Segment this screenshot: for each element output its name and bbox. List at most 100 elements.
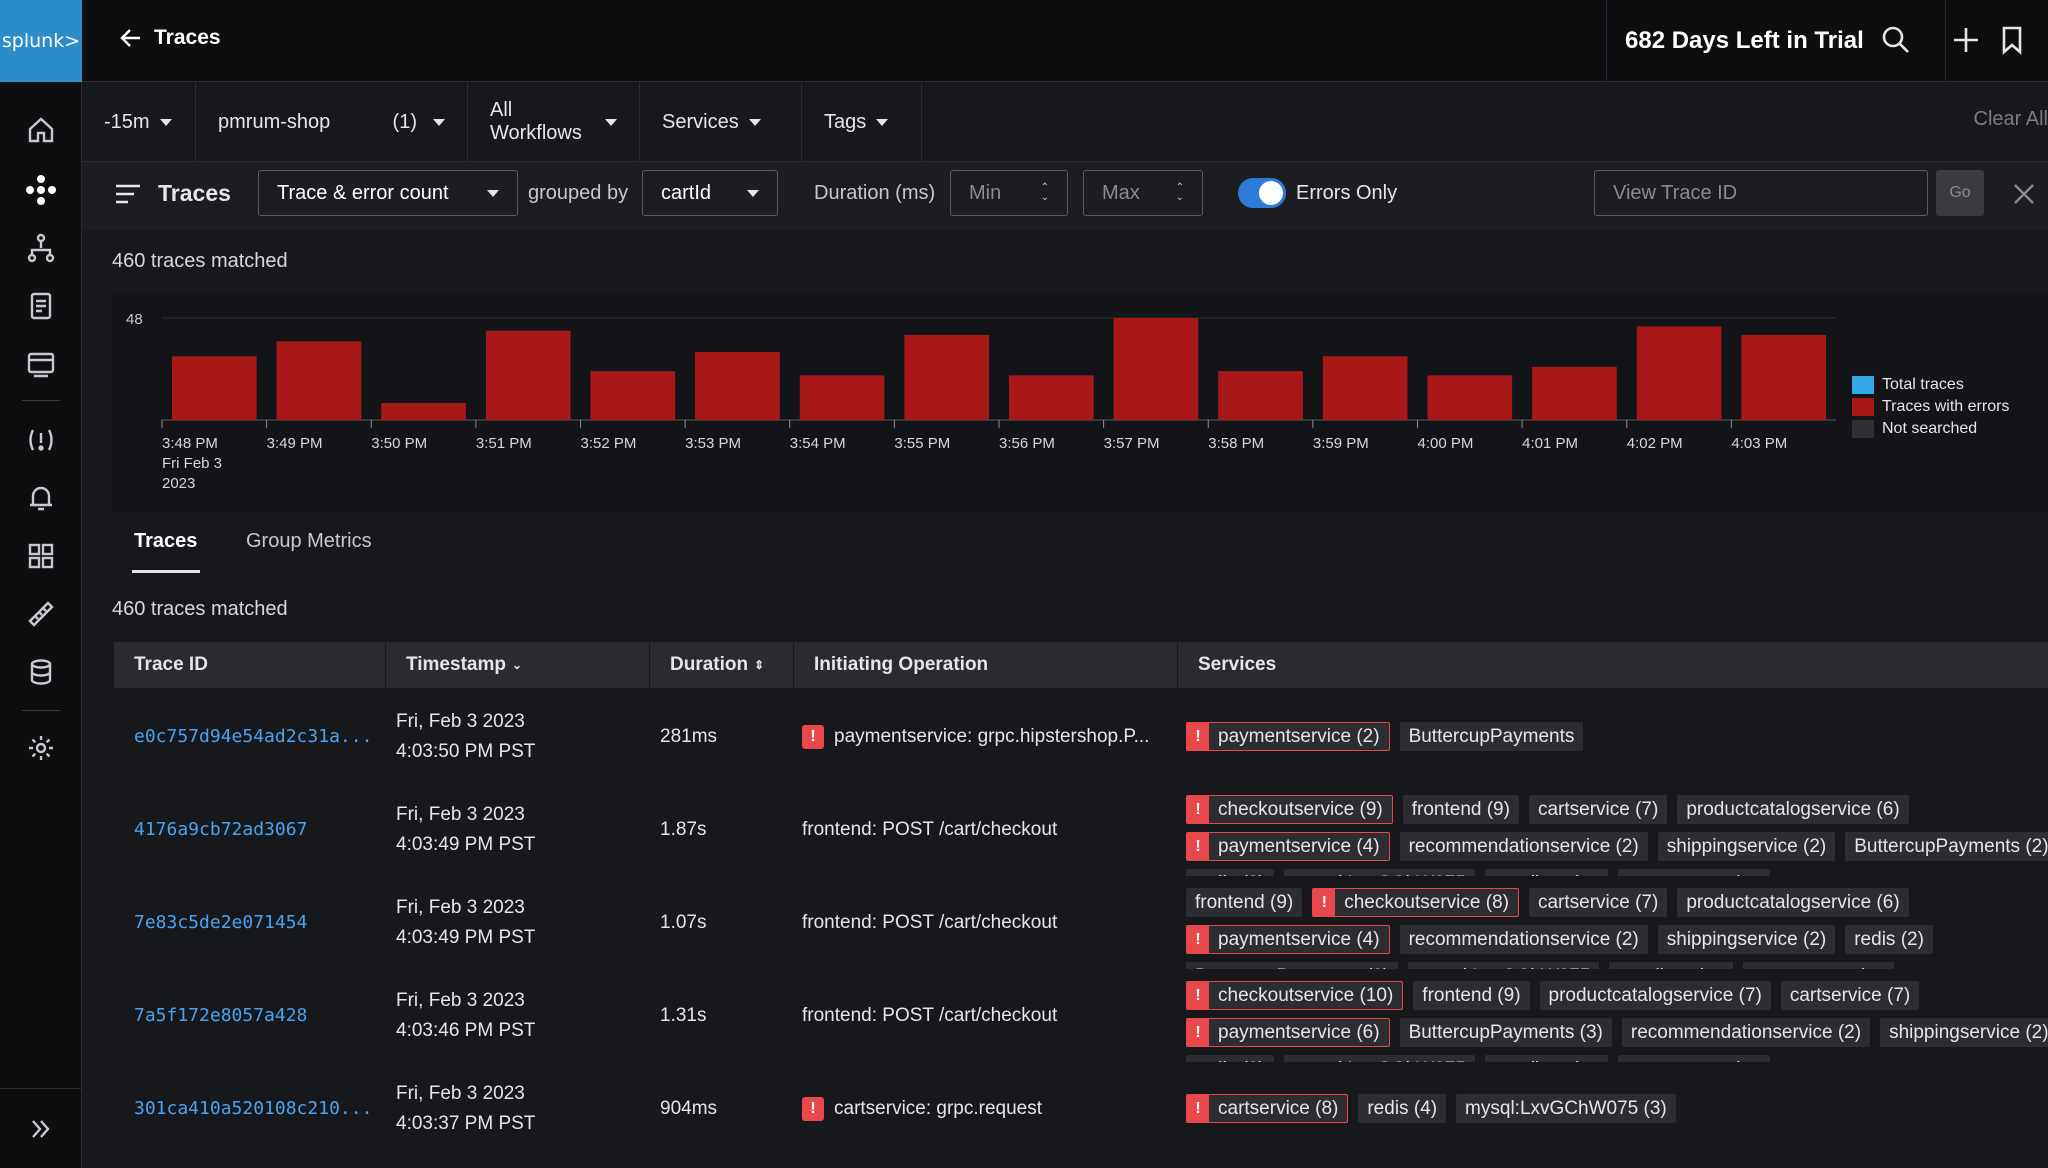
service-chip[interactable]: mysql:LxvGChW075 (1283, 869, 1475, 876)
legend-item[interactable]: Not searched (1852, 418, 2009, 440)
spinner-icon[interactable]: ⌃ ⌄ (1040, 182, 1049, 203)
service-chip[interactable]: productcatalogservice (6) (1677, 888, 1909, 917)
service-chip[interactable]: redis (4) (1358, 1094, 1447, 1123)
bookmark-icon[interactable] (1992, 20, 2032, 60)
x-tick-label: 4:03 PM (1731, 435, 1787, 452)
plus-icon[interactable] (1946, 20, 1986, 60)
close-icon[interactable] (2012, 182, 2036, 212)
service-chip[interactable]: ! paymentservice (4) (1186, 925, 1390, 954)
service-chip[interactable]: currencyservice (1618, 869, 1770, 876)
splunk-logo[interactable]: splunk> (0, 0, 82, 82)
service-chip[interactable]: currencyservice (1743, 962, 1895, 969)
service-chip[interactable]: ! paymentservice (2) (1186, 722, 1390, 751)
max-placeholder: Max (1102, 181, 1140, 204)
trace-id-input[interactable]: View Trace ID (1594, 170, 1928, 216)
service-chip[interactable]: ! checkoutservice (10) (1186, 981, 1404, 1010)
duration-max-input[interactable]: Max ⌃ ⌄ (1083, 170, 1203, 216)
table-row[interactable]: 7e83c5de2e071454 Fri, Feb 3 2023 4:03:49 P… (114, 876, 2048, 969)
dashboards-icon[interactable] (21, 536, 61, 576)
go-button[interactable]: Go (1936, 170, 1984, 216)
workflows-dropdown[interactable]: All Workflows (468, 82, 640, 162)
incident-icon[interactable] (21, 420, 61, 460)
expand-nav-button[interactable] (0, 1088, 82, 1168)
col-timestamp[interactable]: Timestamp ⌄ (386, 642, 650, 688)
legend-item[interactable]: Traces with errors (1852, 396, 2009, 418)
tab-group-metrics[interactable]: Group Metrics (246, 530, 372, 552)
service-chip[interactable]: emailservice (1484, 869, 1609, 876)
service-chip[interactable]: mysql:LxvGChW075 (3) (1456, 1094, 1676, 1123)
service-chip[interactable]: productcatalogservice (6) (1677, 795, 1909, 824)
service-chip[interactable]: mysql:LxvGChW075 (1408, 962, 1600, 969)
col-services[interactable]: Services (1198, 654, 1277, 675)
metric-value: Trace & error count (277, 181, 449, 204)
table-row[interactable]: 7a5f172e8057a428 Fri, Feb 3 2023 4:03:46 P… (114, 969, 2048, 1062)
service-chip[interactable]: ! paymentservice (4) (1186, 832, 1390, 861)
trace-id-link[interactable]: e0c757d94e54ad2c31a... (134, 726, 373, 747)
service-chip[interactable]: redis (2) (1186, 869, 1274, 876)
metric-dropdown[interactable]: Trace & error count (258, 170, 518, 216)
ruler-icon[interactable] (21, 594, 61, 634)
service-chip[interactable]: ! paymentservice (6) (1186, 1018, 1390, 1047)
service-chip[interactable]: frontend (9) (1413, 981, 1530, 1010)
service-chip[interactable]: cartservice (7) (1528, 888, 1668, 917)
service-chip[interactable]: currencyservice (1618, 1055, 1770, 1062)
synthetics-icon[interactable] (21, 344, 61, 384)
service-chip[interactable]: recommendationservice (2) (1621, 1018, 1871, 1047)
service-chip[interactable]: recommendationservice (2) (1399, 832, 1648, 861)
service-chip[interactable]: emailservice (1609, 962, 1734, 969)
service-chip-label: ButtercupPayments (2) (1854, 835, 2048, 857)
gear-icon[interactable] (21, 728, 61, 768)
trace-id-link[interactable]: 301ca410a520108c210... (134, 1098, 373, 1119)
table-row[interactable]: 301ca410a520108c210... Fri, Feb 3 2023 4:0… (114, 1062, 2048, 1155)
home-icon[interactable] (21, 110, 61, 150)
legend-item[interactable]: Total traces (1852, 374, 2009, 396)
apm-icon[interactable] (21, 170, 61, 210)
errors-only-toggle[interactable] (1238, 178, 1286, 208)
service-chip[interactable]: frontend (9) (1402, 795, 1519, 824)
service-chip[interactable]: ButtercupPayments (2) (1845, 832, 2048, 861)
col-trace-id[interactable]: Trace ID (114, 642, 386, 688)
service-chip[interactable]: ButtercupPayments (3) (1399, 1018, 1612, 1047)
group-by-dropdown[interactable]: cartId (642, 170, 778, 216)
service-chip[interactable]: shippingservice (2) (1880, 1018, 2048, 1047)
service-chip[interactable]: emailservice (1484, 1055, 1609, 1062)
service-chip[interactable]: shippingservice (2) (1657, 925, 1836, 954)
trial-banner[interactable]: 682 Days Left in Trial (1606, 0, 1946, 82)
service-chip[interactable]: ! checkoutservice (8) (1312, 888, 1519, 917)
service-chip[interactable]: ButtercupPayments (1399, 722, 1584, 751)
col-initiating-operation[interactable]: Initiating Operation (794, 642, 1178, 688)
table-row[interactable]: 4176a9cb72ad3067 Fri, Feb 3 2023 4:03:49 P… (114, 783, 2048, 876)
trace-id-link[interactable]: 7a5f172e8057a428 (134, 1005, 308, 1026)
spinner-icon[interactable]: ⌃ ⌄ (1175, 182, 1184, 203)
duration-min-input[interactable]: Min ⌃ ⌄ (950, 170, 1068, 216)
table-row[interactable]: e0c757d94e54ad2c31a... Fri, Feb 3 2023 4:0… (114, 690, 2048, 783)
service-chip[interactable]: mysql:LxvGChW075 (1283, 1055, 1475, 1062)
service-chip[interactable]: frontend (9) (1186, 888, 1303, 917)
log-icon[interactable] (21, 286, 61, 326)
service-chip[interactable]: ! checkoutservice (9) (1186, 795, 1393, 824)
service-chip[interactable]: cartservice (7) (1780, 981, 1920, 1010)
tags-dropdown[interactable]: Tags (802, 82, 922, 162)
service-chip[interactable]: cartservice (7) (1528, 795, 1668, 824)
environment-dropdown[interactable]: pmrum-shop (1) (196, 82, 468, 162)
tab-traces[interactable]: Traces (134, 530, 198, 552)
search-icon[interactable] (1876, 20, 1916, 60)
clear-all-button[interactable]: Clear All (1973, 108, 2048, 130)
service-chip[interactable]: ! cartservice (8) (1186, 1094, 1349, 1123)
time-range-dropdown[interactable]: -15m (82, 82, 196, 162)
traces-heading: Traces (114, 180, 231, 207)
service-chip[interactable]: recommendationservice (2) (1399, 925, 1648, 954)
service-chip[interactable]: shippingservice (2) (1657, 832, 1836, 861)
trace-id-link[interactable]: 4176a9cb72ad3067 (134, 819, 308, 840)
col-duration[interactable]: Duration ⇕ (650, 642, 794, 688)
back-button[interactable]: Traces (120, 26, 221, 50)
service-chip[interactable]: redis (2) (1845, 925, 1933, 954)
service-map-icon[interactable] (21, 228, 61, 268)
trace-id-link[interactable]: 7e83c5de2e071454 (134, 912, 308, 933)
services-dropdown[interactable]: Services (640, 82, 802, 162)
service-chip[interactable]: redis (2) (1186, 1055, 1274, 1062)
bell-icon[interactable] (21, 478, 61, 518)
service-chip[interactable]: ButtercupPayments (2) (1186, 962, 1399, 969)
service-chip[interactable]: productcatalogservice (7) (1539, 981, 1771, 1010)
database-icon[interactable] (21, 652, 61, 692)
